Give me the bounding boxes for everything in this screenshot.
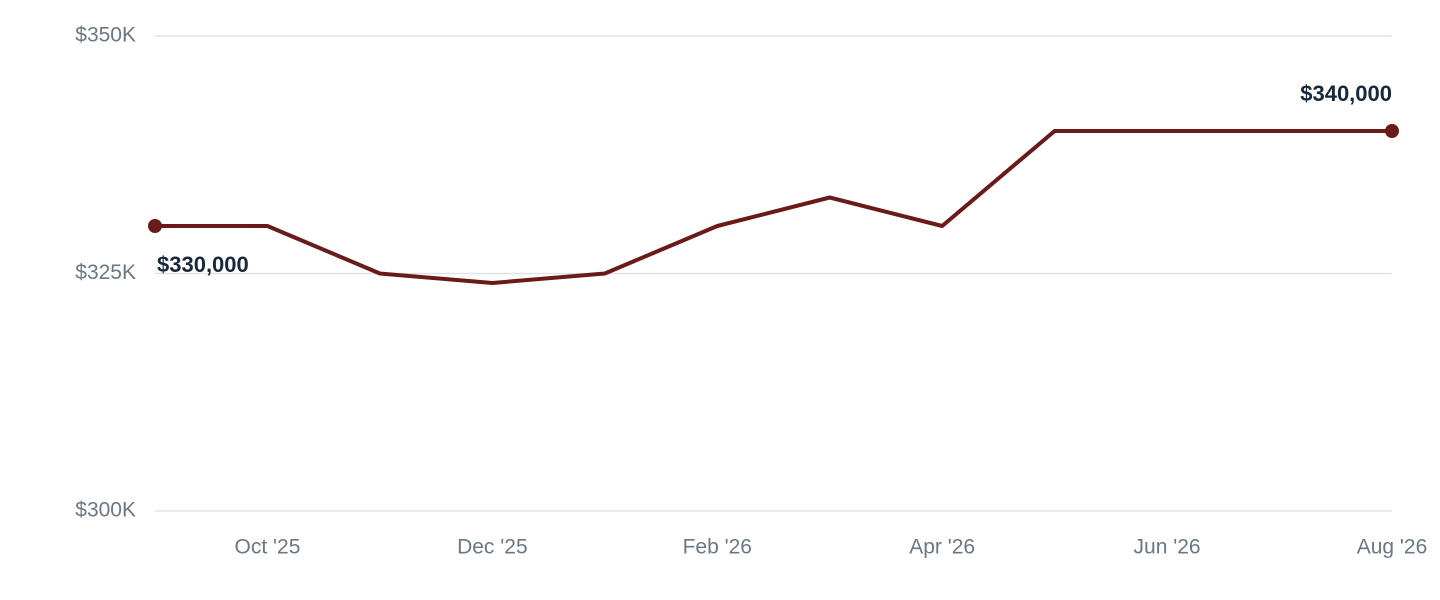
line	[155, 129, 1392, 285]
value-label: $340,000	[1300, 81, 1392, 106]
x-tick-label: Oct '25	[235, 536, 301, 559]
y-tick-label: $325K	[75, 261, 136, 284]
y-tick-label: $350K	[75, 24, 136, 47]
endpoint-marker	[1385, 124, 1399, 138]
x-tick-label: Feb '26	[683, 536, 752, 559]
x-tick-label: Apr '26	[909, 536, 975, 559]
x-tick-label: Dec '25	[457, 536, 528, 559]
value-label: $330,000	[157, 252, 249, 277]
x-tick-label: Jun '26	[1134, 536, 1201, 559]
x-tick-label: Aug '26	[1357, 536, 1428, 559]
y-tick-label: $300K	[75, 499, 136, 522]
endpoint-marker	[148, 219, 162, 233]
